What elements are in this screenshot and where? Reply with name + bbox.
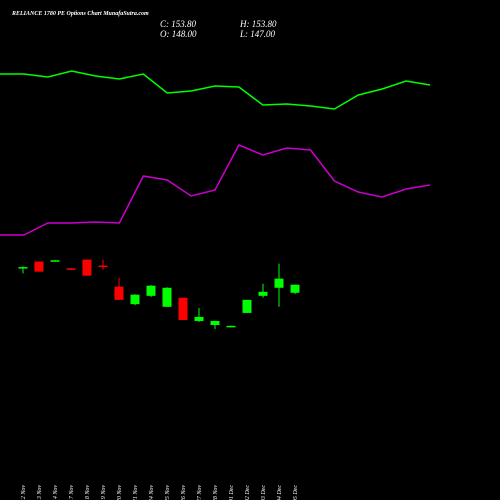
open-label: O: 148.00 — [160, 29, 197, 39]
x-tick-label: 25 Nov — [165, 485, 171, 500]
candle-body — [258, 291, 268, 296]
x-tick-label: 05 Dec — [293, 485, 299, 500]
x-tick-label: 01 Dec — [229, 485, 235, 500]
indicator-line — [0, 70, 431, 110]
x-tick-label: 03 Dec — [261, 485, 267, 500]
candle-body — [178, 297, 188, 320]
chart-title: RELIANCE 1780 PE Options Chart MunafaSut… — [11, 11, 149, 17]
candle-body — [274, 278, 284, 288]
x-tick-label: 17 Nov — [69, 485, 75, 500]
x-tick-label: 12 Nov — [21, 485, 27, 500]
candle-body — [82, 259, 92, 276]
candle-body — [66, 268, 76, 270]
candle-body — [130, 294, 140, 305]
low-label: L: 147.00 — [239, 29, 276, 39]
candle-body — [162, 287, 172, 307]
candle-body — [34, 261, 44, 272]
x-tick-label: 20 Nov — [117, 485, 123, 500]
x-tick-label: 02 Dec — [245, 485, 251, 500]
candle-body — [226, 325, 236, 328]
candle-body — [18, 267, 28, 269]
x-tick-label: 04 Dec — [276, 485, 283, 500]
x-tick-label: 26 Nov — [181, 485, 187, 500]
x-tick-label: 24 Nov — [148, 485, 155, 500]
candle-body — [114, 286, 124, 300]
x-tick-label: 14 Nov — [52, 485, 59, 500]
close-label: C: 153.80 — [160, 19, 197, 29]
candle-body — [194, 316, 204, 321]
candle-body — [290, 284, 300, 293]
x-tick-label: 19 Nov — [101, 485, 107, 500]
candle-body — [98, 265, 108, 268]
candle-body — [146, 285, 156, 296]
x-tick-label: 13 Nov — [37, 485, 43, 500]
x-tick-label: 21 Nov — [133, 485, 139, 500]
candle-body — [50, 260, 60, 262]
high-label: H: 153.80 — [239, 19, 277, 29]
x-tick-label: 27 Nov — [197, 485, 203, 500]
x-tick-label: 28 Nov — [213, 485, 219, 500]
candle-body — [242, 299, 252, 313]
candle-body — [210, 320, 220, 325]
x-tick-label: 18 Nov — [85, 485, 91, 500]
indicator-line — [0, 144, 431, 236]
